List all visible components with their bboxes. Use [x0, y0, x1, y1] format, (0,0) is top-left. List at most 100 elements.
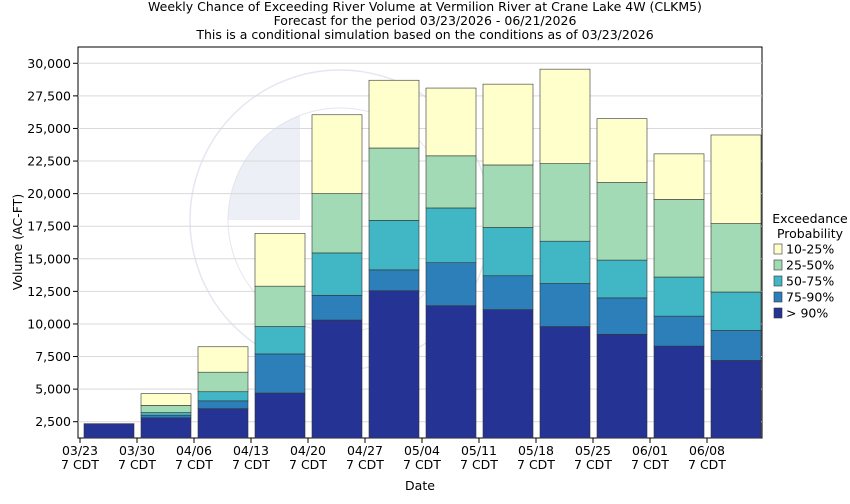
bar-segment-04-20-90	[311, 319, 363, 439]
bar-segment-04-27-1025	[368, 79, 420, 149]
x-tick-sublabel: 7 CDT	[517, 457, 555, 472]
legend-swatch	[773, 307, 783, 319]
bar-segment-05-18-1025	[539, 68, 591, 164]
legend-swatch	[773, 275, 783, 287]
x-tick-sublabel: 7 CDT	[118, 457, 156, 472]
y-tick-label: 22,500	[27, 154, 71, 169]
bar-segment-06-08-5075	[710, 291, 762, 331]
bar-segment-05-25-1025	[596, 118, 648, 183]
x-tick-sublabel: 7 CDT	[460, 457, 498, 472]
y-tick-label: 2,500	[35, 414, 71, 429]
legend-title-line2: Probability	[777, 226, 844, 241]
legend: Exceedance Probability 10-25%25-50%50-75…	[772, 211, 848, 321]
bar-segment-06-01-1025	[653, 153, 705, 200]
x-tick-sublabel: 7 CDT	[346, 457, 384, 472]
y-tick-label: 30,000	[27, 56, 71, 71]
bar-segment-06-08-2550	[710, 223, 762, 293]
bar-segment-04-13-1025	[254, 233, 306, 287]
bar-segment-04-20-2550	[311, 193, 363, 254]
chart-subtitle-conditions: This is a conditional simulation based o…	[195, 27, 653, 42]
y-tick-label: 25,000	[27, 121, 71, 136]
bar-segment-06-08-1025	[710, 134, 762, 224]
bar-segment-05-04-5075	[425, 207, 477, 264]
x-tick-sublabel: 7 CDT	[232, 457, 270, 472]
legend-label: 10-25%	[786, 242, 834, 257]
bar-segment-04-27-5075	[368, 220, 420, 271]
bar-segment-04-20-1025	[311, 114, 363, 194]
bar-segment-05-18-90	[539, 326, 591, 439]
bar-segment-04-27-90	[368, 290, 420, 439]
bar-segment-06-01-90	[653, 345, 705, 439]
bar-segment-04-13-7590	[254, 353, 306, 394]
plot-area	[77, 46, 763, 439]
bar-segment-05-04-90	[425, 305, 477, 439]
bar-segment-05-25-90	[596, 334, 648, 439]
x-tick-label: 05/18	[518, 443, 554, 458]
y-tick-label: 20,000	[27, 186, 71, 201]
x-axis-label: Date	[405, 478, 435, 493]
x-tick-sublabel: 7 CDT	[574, 457, 612, 472]
bar-segment-05-04-7590	[425, 262, 477, 307]
bar-segment-05-18-5075	[539, 240, 591, 284]
chart-title: Weekly Chance of Exceeding River Volume …	[148, 0, 702, 14]
bar-segment-05-11-7590	[482, 275, 534, 310]
x-tick-label: 06/01	[632, 443, 668, 458]
y-tick-label: 27,500	[27, 88, 71, 103]
bar-segment-06-01-7590	[653, 315, 705, 347]
legend-title-line1: Exceedance	[772, 211, 848, 226]
y-tick-label: 10,000	[27, 316, 71, 331]
legend-label: 50-75%	[786, 274, 834, 289]
x-tick-sublabel: 7 CDT	[688, 457, 726, 472]
legend-label: 75-90%	[786, 290, 834, 305]
x-tick-label: 05/04	[404, 443, 440, 458]
bar-segment-04-06-90	[197, 408, 249, 439]
gridlines	[78, 62, 762, 423]
bar-segment-04-06-2550	[197, 371, 249, 393]
y-tick-label: 12,500	[27, 284, 71, 299]
bar-segment-04-06-5075	[197, 391, 249, 402]
x-tick-sublabel: 7 CDT	[289, 457, 327, 472]
y-tick-label: 15,000	[27, 251, 71, 266]
x-tick-label: 04/27	[347, 443, 383, 458]
bar-segment-05-11-2550	[482, 164, 534, 228]
legend-label: > 90%	[786, 306, 828, 321]
bar-segment-04-20-5075	[311, 252, 363, 296]
bar-segment-05-18-2550	[539, 163, 591, 242]
legend-swatch	[773, 259, 783, 271]
y-axis: 2,500 5,000 7,500 10,000 12,500 15,000 17,500 2…	[27, 56, 78, 429]
x-tick-sublabel: 7 CDT	[403, 457, 441, 472]
bar-segment-03-30-2550	[140, 405, 192, 413]
bar-segment-06-08-90	[710, 360, 762, 439]
legend-swatch	[773, 291, 783, 303]
bar-segment-04-06-1025	[197, 346, 249, 373]
legend-swatch	[773, 243, 783, 255]
x-tick-sublabel: 7 CDT	[631, 457, 669, 472]
bar-segment-05-11-1025	[482, 83, 534, 166]
x-tick-sublabel: 7 CDT	[61, 457, 99, 472]
bar-segment-05-04-1025	[425, 87, 477, 157]
x-tick-label: 06/08	[689, 443, 725, 458]
bar-segment-04-20-7590	[311, 294, 363, 321]
y-tick-label: 5,000	[35, 382, 71, 397]
y-axis-label: Volume (AC-FT)	[10, 194, 25, 290]
x-tick-label: 03/30	[119, 443, 155, 458]
x-tick-label: 04/20	[290, 443, 326, 458]
x-tick-label: 05/11	[461, 443, 497, 458]
x-tick-label: 03/23	[62, 443, 98, 458]
bars	[83, 68, 762, 439]
bar-segment-06-01-5075	[653, 276, 705, 317]
bar-segment-05-25-5075	[596, 259, 648, 299]
bar-segment-03-30-5075	[140, 412, 192, 416]
bar-segment-04-27-7590	[368, 269, 420, 292]
chart-subtitle-period: Forecast for the period 03/23/2026 - 06/…	[274, 13, 577, 28]
bar-segment-03-30-7590	[140, 414, 192, 419]
bar-segment-04-13-2550	[254, 285, 306, 327]
bar-segment-05-11-5075	[482, 227, 534, 277]
x-tick-label: 05/25	[575, 443, 611, 458]
bar-segment-04-13-5075	[254, 326, 306, 355]
bar-segment-05-18-7590	[539, 283, 591, 327]
x-tick-sublabel: 7 CDT	[175, 457, 213, 472]
